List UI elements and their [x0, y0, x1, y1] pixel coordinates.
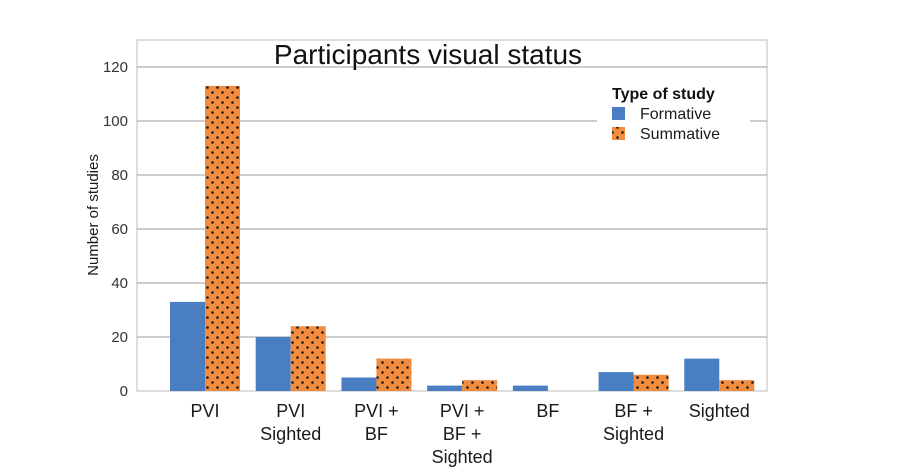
legend-label-summative: Summative [640, 126, 720, 143]
bar-formative-4 [512, 385, 548, 391]
bar-summative-5 [633, 374, 669, 391]
legend-swatch-formative [612, 107, 625, 120]
y-tick-label: 100 [103, 113, 128, 130]
legend: Type of study Formative Summative [597, 80, 750, 154]
y-axis-title: Number of studies [85, 154, 102, 276]
x-tick-label: PVI Sighted [260, 401, 321, 444]
x-tick-label: BF [536, 401, 559, 421]
x-tick-label: PVI + BF + Sighted [432, 401, 493, 467]
x-tick-label: Sighted [689, 401, 750, 421]
legend-label-formative: Formative [640, 106, 711, 123]
y-axis-ticks: 0 20 40 60 80 100 120 [103, 59, 128, 400]
x-tick-label: PVI + BF [354, 401, 399, 444]
legend-title: Type of study [612, 86, 715, 103]
bar-formative-6 [684, 358, 720, 391]
chart-title: Participants visual status [274, 39, 582, 70]
y-tick-label: 120 [103, 59, 128, 76]
bar-summative-1 [290, 326, 326, 391]
bar-formative-0 [170, 301, 205, 391]
bar-formative-1 [255, 337, 291, 391]
x-axis-labels: PVI PVI Sighted PVI + BF PVI + BF + Sighted BF BF… [190, 401, 749, 467]
y-tick-label: 0 [120, 383, 128, 400]
bar-summative-3 [462, 380, 498, 391]
bar-summative-2 [376, 358, 412, 391]
x-tick-label: BF + Sighted [603, 401, 664, 444]
bar-formative-3 [427, 385, 463, 391]
bar-summative-6 [719, 380, 755, 391]
y-tick-label: 80 [111, 167, 128, 184]
x-tick-label: PVI [190, 401, 219, 421]
y-tick-label: 20 [111, 329, 128, 346]
gridlines [137, 66, 767, 338]
bar-formative-2 [341, 377, 377, 391]
bars [170, 85, 755, 392]
y-tick-label: 60 [111, 221, 128, 238]
legend-swatch-summative [612, 127, 625, 140]
bar-summative-0 [205, 85, 240, 392]
bar-formative-5 [598, 372, 634, 391]
y-tick-label: 40 [111, 275, 128, 292]
